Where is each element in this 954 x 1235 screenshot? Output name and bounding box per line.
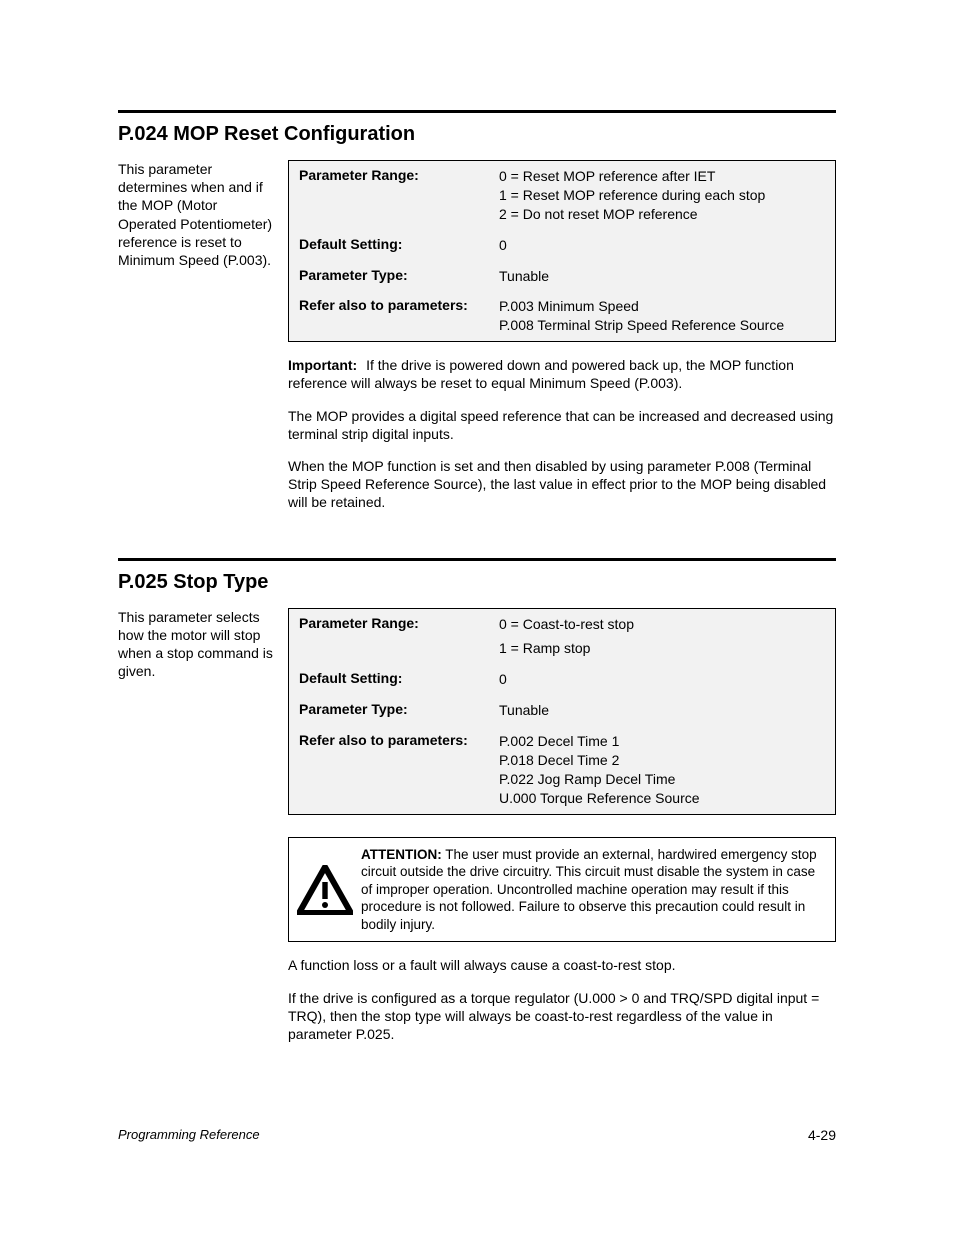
section-title-p025: P.025 Stop Type [118, 558, 836, 594]
section-title-p024: P.024 MOP Reset Configuration [118, 110, 836, 146]
section-body-p025: This parameter selects how the motor wil… [118, 608, 836, 1058]
table-row-range: Parameter Range: 0 = Coast-to-rest stop … [289, 609, 835, 665]
sidebar-description-p025: This parameter selects how the motor wil… [118, 608, 274, 1058]
range-label: Parameter Range: [299, 615, 499, 659]
body-text-p025: A function loss or a fault will always c… [288, 956, 836, 1043]
type-value: Tunable [499, 701, 825, 720]
table-row-default: Default Setting: 0 [289, 664, 835, 695]
warning-icon [295, 846, 355, 934]
important-label: Important: [288, 357, 357, 373]
type-value: Tunable [499, 267, 825, 286]
main-column-p025: Parameter Range: 0 = Coast-to-rest stop … [288, 608, 836, 1058]
paragraph-1: The MOP provides a digital speed referen… [288, 407, 836, 443]
attention-text: ATTENTION: The user must provide an exte… [361, 846, 825, 934]
default-label: Default Setting: [299, 236, 499, 255]
footer-page-number: 4-29 [808, 1127, 836, 1143]
refer-label: Refer also to parameters: [299, 297, 499, 335]
range-value: 0 = Coast-to-rest stop 1 = Ramp stop [499, 615, 825, 659]
parameter-table-p025: Parameter Range: 0 = Coast-to-rest stop … [288, 608, 836, 815]
range-label: Parameter Range: [299, 167, 499, 224]
sidebar-description-p024: This parameter determines when and if th… [118, 160, 274, 526]
paragraph-2: When the MOP function is set and then di… [288, 457, 836, 512]
paragraph-1: A function loss or a fault will always c… [288, 956, 836, 974]
table-row-type: Parameter Type: Tunable [289, 261, 835, 292]
paragraph-2: If the drive is configured as a torque r… [288, 989, 836, 1044]
main-column-p024: Parameter Range: 0 = Reset MOP reference… [288, 160, 836, 526]
important-text: If the drive is powered down and powered… [288, 357, 794, 391]
default-value: 0 [499, 670, 825, 689]
parameter-table-p024: Parameter Range: 0 = Reset MOP reference… [288, 160, 836, 342]
default-label: Default Setting: [299, 670, 499, 689]
table-row-refer: Refer also to parameters: P.003 Minimum … [289, 291, 835, 341]
range-value: 0 = Reset MOP reference after IET 1 = Re… [499, 167, 825, 224]
attention-label: ATTENTION: [361, 847, 442, 862]
refer-value: P.002 Decel Time 1 P.018 Decel Time 2 P.… [499, 732, 825, 808]
table-row-default: Default Setting: 0 [289, 230, 835, 261]
type-label: Parameter Type: [299, 267, 499, 286]
table-row-range: Parameter Range: 0 = Reset MOP reference… [289, 161, 835, 230]
refer-label: Refer also to parameters: [299, 732, 499, 808]
range-value-1: 0 = Coast-to-rest stop [499, 615, 825, 634]
section-p025: P.025 Stop Type This parameter selects h… [118, 558, 836, 1058]
attention-box: ATTENTION: The user must provide an exte… [288, 837, 836, 943]
table-row-type: Parameter Type: Tunable [289, 695, 835, 726]
range-value-2: 1 = Ramp stop [499, 639, 825, 658]
section-p024: P.024 MOP Reset Configuration This param… [118, 110, 836, 526]
page-content: P.024 MOP Reset Configuration This param… [0, 0, 954, 1057]
refer-value: P.003 Minimum Speed P.008 Terminal Strip… [499, 297, 825, 335]
table-row-refer: Refer also to parameters: P.002 Decel Ti… [289, 726, 835, 814]
section-body-p024: This parameter determines when and if th… [118, 160, 836, 526]
page-footer: Programming Reference 4-29 [118, 1127, 836, 1143]
body-text-p024: The MOP provides a digital speed referen… [288, 407, 836, 512]
type-label: Parameter Type: [299, 701, 499, 720]
important-note: Important: If the drive is powered down … [288, 356, 836, 392]
default-value: 0 [499, 236, 825, 255]
footer-title: Programming Reference [118, 1127, 260, 1143]
